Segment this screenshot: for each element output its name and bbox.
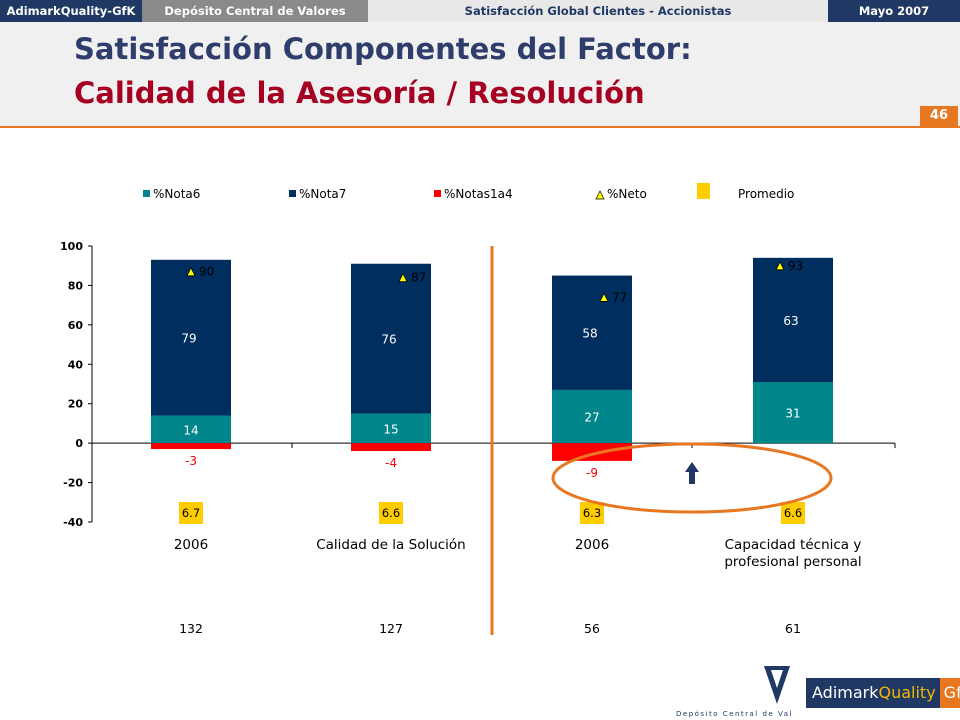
neto-label: 87 (411, 271, 426, 285)
data-label-nota6: 14 (183, 423, 198, 437)
legend-label: %Nota7 (299, 187, 346, 201)
y-tick-label: 100 (60, 240, 83, 253)
category-label: 2006 (575, 537, 609, 553)
client-label: Depósito Central de Valores (142, 0, 368, 22)
category-label: Calidad de la Solución (316, 537, 466, 553)
dcv-logo-caption: Depósito Central de Valores (676, 710, 792, 718)
amq-logo-gfk: GfK (939, 678, 960, 708)
data-label-nota6: 15 (383, 422, 398, 436)
y-tick-label: 40 (68, 358, 84, 371)
legend-neto-marker (595, 190, 605, 200)
promedio-box (179, 502, 203, 524)
category-label: profesional personal (724, 554, 861, 570)
legend-label: %Neto (607, 187, 647, 201)
neto-label: 90 (199, 265, 214, 279)
data-label-notas1a4: -4 (385, 456, 397, 470)
dcv-logo-mark-inner (771, 670, 783, 688)
bar-notas1a4 (151, 443, 231, 450)
y-tick-label: 60 (68, 319, 84, 332)
dcv-logo: Depósito Central de Valores (676, 666, 792, 718)
neto-marker (775, 260, 785, 271)
data-label-nota7: 76 (381, 333, 396, 347)
legend-label: %Notas1a4 (444, 187, 513, 201)
bar-nota6 (151, 415, 231, 444)
data-label-nota6: 27 (584, 411, 599, 425)
title-rule (0, 126, 960, 128)
y-tick-label: -40 (63, 516, 83, 529)
highlight-ellipse (551, 442, 833, 514)
amq-logo-adimark: Adimark (812, 683, 879, 702)
bar-notas1a4 (351, 443, 431, 452)
top-bar: AdimarkQuality-GfK Depósito Central de V… (0, 0, 960, 26)
y-tick-label: 20 (68, 398, 84, 411)
adimarkquality-logo: AdimarkQualityGfK (806, 678, 960, 708)
bar-nota6 (351, 413, 431, 444)
promedio-label: 6.6 (784, 506, 802, 520)
bar-nota7 (552, 275, 632, 390)
legend-label: %Nota6 (153, 187, 200, 201)
base-count: 61 (785, 621, 801, 636)
data-label-nota6: 31 (785, 407, 800, 421)
neto-marker (186, 266, 196, 277)
legend-label: Promedio (738, 187, 794, 201)
brand-label: AdimarkQuality-GfK (0, 0, 142, 22)
bar-nota7 (351, 263, 431, 414)
data-label-nota7: 63 (783, 314, 798, 328)
bar-nota7 (151, 259, 231, 416)
promedio-label: 6.7 (182, 506, 200, 520)
page-title: Satisfacción Componentes del Factor: (74, 32, 692, 66)
promedio-box (580, 502, 604, 524)
data-label-notas1a4: -9 (586, 466, 598, 480)
legend-swatch (143, 190, 150, 197)
base-count: 127 (379, 621, 403, 636)
y-tick-label: -20 (63, 477, 83, 490)
bar-nota6 (552, 389, 632, 444)
bar-notas1a4 (552, 443, 632, 461)
bar-nota6 (753, 382, 833, 444)
y-tick-label: 80 (68, 279, 84, 292)
category-label: Capacidad técnica y (725, 537, 862, 553)
up-arrow-icon (685, 462, 699, 484)
category-label: 2006 (174, 537, 208, 553)
data-label-notas1a4: -3 (185, 454, 197, 468)
promedio-box (781, 502, 805, 524)
base-count: 56 (584, 621, 600, 636)
page-number: 46 (920, 106, 958, 126)
amq-logo-quality: Quality (878, 683, 936, 702)
page-subtitle: Calidad de la Asesoría / Resolución (74, 76, 645, 110)
title-band (0, 22, 960, 126)
base-count: 132 (179, 621, 203, 636)
neto-marker (398, 272, 408, 283)
date-label: Mayo 2007 (828, 0, 960, 26)
legend-swatch (289, 190, 296, 197)
data-label-nota7: 58 (582, 327, 597, 341)
data-label-nota7: 79 (181, 332, 196, 346)
promedio-label: 6.3 (583, 506, 601, 520)
neto-label: 93 (788, 259, 803, 273)
bar-nota7 (753, 257, 833, 383)
promedio-box (379, 502, 403, 524)
legend-swatch (434, 190, 441, 197)
neto-label: 77 (612, 290, 627, 304)
neto-marker (599, 292, 609, 302)
study-label: Satisfacción Global Clientes - Accionist… (464, 4, 732, 18)
legend-promedio-swatch (697, 183, 710, 199)
promedio-label: 6.6 (382, 506, 400, 520)
y-tick-label: 0 (75, 437, 83, 450)
